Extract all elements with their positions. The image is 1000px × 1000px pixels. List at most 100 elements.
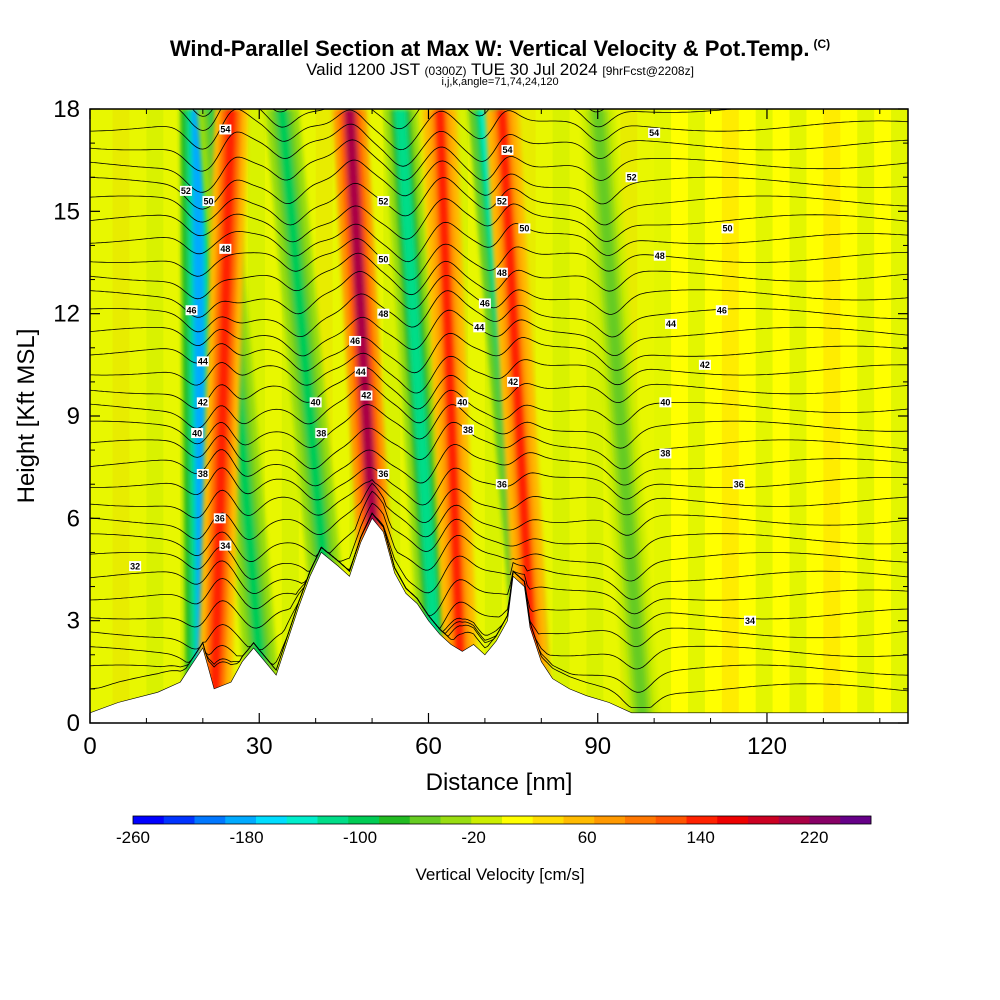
theta-label-text: 40	[311, 398, 321, 408]
colorbar-swatch	[440, 816, 472, 824]
theta-label-text: 48	[378, 309, 388, 319]
colorbar-swatch	[348, 816, 380, 824]
theta-label-text: 48	[497, 268, 507, 278]
theta-label-27: 48	[495, 267, 508, 278]
theta-label-text: 34	[220, 541, 230, 551]
field-cell	[687, 109, 705, 723]
theta-label-bg	[653, 250, 666, 261]
colorbar-swatch	[471, 816, 503, 824]
theta-contour-line	[90, 512, 908, 600]
theta-contour-line	[90, 490, 908, 563]
colorbar-label: Vertical Velocity [cm/s]	[415, 865, 584, 884]
terrain-profile	[89, 517, 909, 724]
theta-label-text: 44	[356, 367, 366, 377]
theta-label-23: 36	[495, 479, 508, 489]
colorbar-swatch	[563, 816, 595, 824]
theta-label-30: 54	[501, 144, 514, 155]
theta-label-bg	[648, 127, 661, 138]
colorbar-swatch	[594, 816, 626, 824]
x-tick-label: 90	[584, 733, 611, 760]
colorbar-swatch	[686, 816, 718, 824]
colorbar-swatch	[409, 816, 441, 824]
theta-contour-line	[90, 404, 908, 449]
field-cell	[755, 109, 773, 723]
theta-label-bg	[354, 366, 367, 377]
theta-label-text: 46	[480, 299, 490, 309]
theta-label-text: 42	[508, 377, 518, 387]
updraft-band-0	[197, 109, 248, 723]
chart-title: Wind-Parallel Section at Max W: Vertical…	[0, 36, 1000, 62]
theta-label-33: 40	[659, 397, 672, 408]
theta-label-bg	[625, 172, 638, 183]
field-cell	[552, 109, 570, 723]
theta-label-text: 52	[181, 186, 191, 196]
theta-label-bg	[377, 308, 390, 319]
colorbar-swatch	[809, 816, 841, 824]
theta-label-text: 52	[497, 196, 507, 206]
theta-label-10: 52	[179, 185, 192, 196]
theta-label-39: 52	[625, 172, 638, 183]
theta-label-41: 34	[744, 615, 757, 626]
theta-label-11: 54	[219, 124, 232, 135]
colorbar-swatch	[625, 816, 657, 824]
forecast-info: [9hrFcst@2208z]	[602, 64, 694, 78]
theta-label-24: 42	[507, 376, 520, 387]
y-tick-label: 6	[67, 505, 80, 532]
theta-label-37: 48	[653, 250, 666, 261]
theta-label-bg	[377, 196, 390, 207]
theta-label-bg	[202, 196, 215, 207]
colorbar-tick-label: -260	[116, 828, 150, 847]
theta-label-text: 36	[378, 469, 388, 479]
field-cell	[789, 109, 807, 723]
index-subtitle: i,j,k,angle=71,74,24,120	[441, 76, 559, 88]
theta-label-29: 52	[495, 196, 508, 207]
theta-label-36: 46	[715, 305, 728, 315]
colorbar-tick-label: -100	[343, 828, 377, 847]
y-tick-label: 9	[67, 403, 80, 430]
theta-label-bg	[179, 185, 192, 196]
colorbar-swatch	[379, 816, 411, 824]
theta-label-21: 38	[461, 424, 474, 435]
colorbar-swatch	[225, 816, 257, 824]
theta-label-text: 38	[463, 425, 473, 435]
theta-label-text: 44	[666, 319, 676, 329]
theta-label-bg	[518, 223, 531, 234]
theta-label-text: 52	[627, 172, 637, 182]
theta-label-6: 44	[196, 356, 209, 367]
theta-contour-line	[90, 270, 908, 318]
theta-label-bg	[744, 615, 757, 626]
title-text: Wind-Parallel Section at Max W: Vertical…	[169, 36, 810, 61]
theta-label-bg	[495, 196, 508, 207]
colorbar-swatch	[748, 816, 780, 824]
colorbar-swatch	[286, 816, 318, 824]
theta-label-7: 46	[185, 305, 198, 315]
theta-label-3: 38	[196, 468, 209, 479]
theta-label-bg	[219, 243, 232, 254]
theta-contour-line	[90, 139, 908, 193]
theta-label-bg	[659, 448, 672, 459]
theta-label-text: 40	[192, 428, 202, 438]
theta-label-20: 36	[377, 468, 390, 479]
theta-label-text: 48	[655, 251, 665, 261]
theta-label-12: 38	[315, 428, 328, 438]
colorbar-swatch	[163, 816, 195, 824]
theta-label-text: 42	[361, 391, 371, 401]
valid-prefix: Valid 1200 JST	[306, 60, 420, 79]
theta-label-1: 34	[219, 540, 232, 551]
theta-label-2: 36	[213, 513, 226, 524]
theta-contour-labels: 32 34 36 38 40 42 44 46 48 50 52 54 38 40 42 44 46 48 50 52…	[129, 124, 757, 626]
theta-label-text: 54	[649, 128, 659, 138]
y-axis-label: Height [Kft MSL]	[13, 329, 40, 504]
theta-label-bg	[507, 376, 520, 387]
colorbar-swatch	[532, 816, 564, 824]
theta-label-text: 42	[198, 398, 208, 408]
updraft-core	[496, 109, 542, 723]
theta-label-bg	[377, 254, 390, 265]
colorbar-swatch	[778, 816, 810, 824]
valid-date: TUE 30 Jul 2024	[470, 60, 598, 79]
colorbar-swatch	[133, 816, 165, 824]
theta-label-text: 50	[378, 254, 388, 264]
theta-label-bg	[473, 322, 486, 333]
theta-label-38: 50	[721, 223, 734, 234]
